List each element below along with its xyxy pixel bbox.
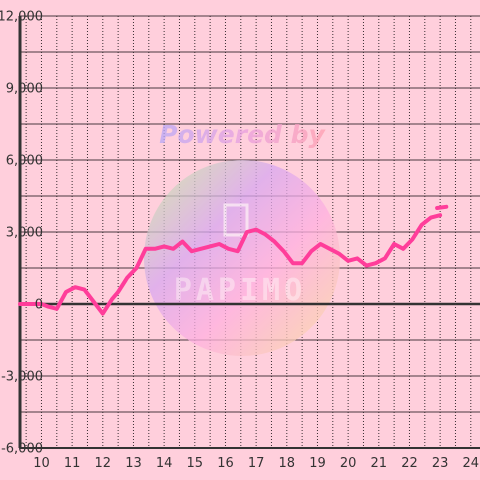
x-tick-label: 11 bbox=[64, 456, 81, 471]
x-tick-label: 23 bbox=[432, 456, 449, 471]
x-tick-label: 18 bbox=[279, 456, 296, 471]
x-tick-label: 19 bbox=[309, 456, 326, 471]
x-tick-label: 21 bbox=[371, 456, 388, 471]
y-tick-label: 12,000 bbox=[0, 10, 43, 25]
y-tick-label: 0 bbox=[35, 298, 43, 313]
x-tick-label: 15 bbox=[187, 456, 204, 471]
y-tick-label: 6,000 bbox=[6, 154, 43, 169]
y-tick-label: 3,000 bbox=[6, 226, 43, 241]
series-group bbox=[18, 204, 449, 316]
x-tick-label: 22 bbox=[401, 456, 418, 471]
x-tick-label: 24 bbox=[463, 456, 480, 471]
x-tick-label: 13 bbox=[125, 456, 142, 471]
watermark-logo-circle bbox=[144, 160, 340, 356]
x-tick-label: 16 bbox=[217, 456, 234, 471]
x-tick-label: 14 bbox=[156, 456, 173, 471]
series-line-end bbox=[435, 204, 449, 210]
y-tick-label: 9,000 bbox=[6, 82, 43, 97]
x-tick-label: 10 bbox=[33, 456, 50, 471]
watermark-powered-by-text: Powered by bbox=[159, 120, 326, 149]
watermark-brand-text: PAPIMO bbox=[174, 273, 306, 308]
y-tick-label: -6,000 bbox=[1, 442, 43, 457]
y-tick-label: -3,000 bbox=[1, 370, 43, 385]
watermark-logo-mark bbox=[223, 203, 249, 237]
x-tick-label: 20 bbox=[340, 456, 357, 471]
tick-labels: -6,000 -3,000 0 3,000 6,000 9,000 12,000 10 11 12… bbox=[0, 10, 479, 472]
x-tick-label: 17 bbox=[248, 456, 265, 471]
series-line bbox=[18, 213, 443, 316]
x-tick-label: 12 bbox=[95, 456, 112, 471]
powered-by-watermark: Powered by PAPIMO bbox=[144, 120, 340, 356]
